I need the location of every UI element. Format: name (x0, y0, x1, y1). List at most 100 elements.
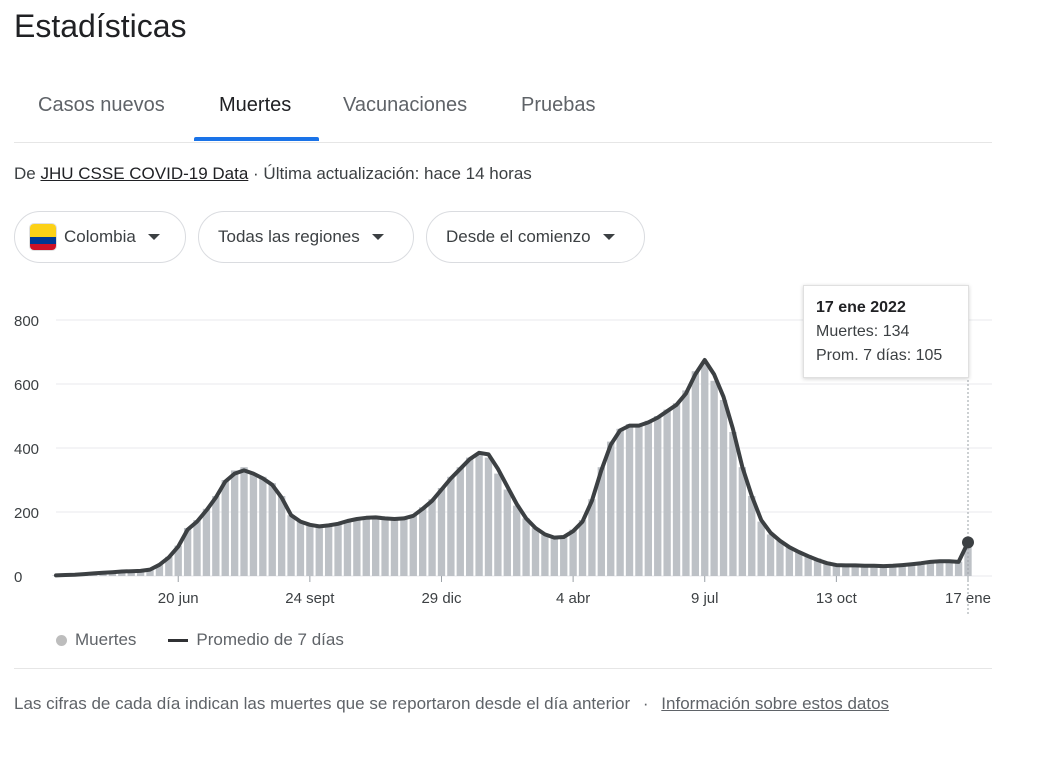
bar[interactable] (898, 564, 906, 576)
bar[interactable] (118, 571, 126, 576)
bar[interactable] (663, 409, 671, 576)
bar[interactable] (428, 499, 436, 576)
bar[interactable] (757, 521, 765, 576)
bar[interactable] (400, 518, 408, 576)
bar[interactable] (381, 518, 389, 576)
bar[interactable] (503, 489, 511, 576)
data-info-link[interactable]: Información sobre estos datos (661, 694, 890, 713)
bar[interactable] (776, 540, 784, 576)
bar[interactable] (315, 526, 323, 576)
bar[interactable] (183, 528, 192, 576)
bar[interactable] (578, 520, 587, 576)
bar[interactable] (268, 483, 276, 576)
bar[interactable] (202, 508, 211, 576)
bar[interactable] (954, 561, 963, 576)
bar[interactable] (353, 518, 361, 576)
deaths-chart[interactable]: 20 jun 24 sept 29 dic 4 abr 9 jul 13 oct 17 en… (0, 280, 1056, 625)
bar[interactable] (682, 390, 690, 576)
bar[interactable] (964, 540, 972, 576)
country-select[interactable]: Colombia (14, 211, 186, 263)
bar[interactable] (221, 480, 229, 576)
bar[interactable] (936, 560, 944, 576)
bar[interactable] (813, 558, 822, 576)
bar[interactable] (466, 457, 474, 576)
tab-muertes[interactable]: Muertes (219, 94, 292, 116)
bar[interactable] (569, 529, 577, 576)
bar[interactable] (343, 520, 352, 576)
bar[interactable] (917, 562, 925, 576)
bar[interactable] (362, 516, 370, 576)
tab-pruebas[interactable]: Pruebas (521, 94, 596, 116)
tab-casos-nuevos[interactable]: Casos nuevos (38, 94, 165, 116)
bar[interactable] (249, 473, 258, 576)
bar[interactable] (259, 476, 267, 576)
bar[interactable] (240, 467, 248, 576)
bar[interactable] (437, 488, 446, 576)
bar[interactable] (165, 556, 173, 576)
bar[interactable] (597, 467, 605, 576)
bar[interactable] (456, 467, 464, 576)
bar[interactable] (372, 516, 380, 576)
bar[interactable] (475, 452, 483, 576)
bar[interactable] (907, 563, 916, 576)
bar[interactable] (136, 570, 145, 576)
bar[interactable] (889, 565, 897, 576)
bar[interactable] (644, 420, 652, 576)
bar[interactable] (625, 424, 634, 576)
period-select[interactable]: Desde el comienzo (426, 211, 645, 263)
bar[interactable] (879, 565, 888, 576)
bar[interactable] (729, 432, 737, 576)
bar[interactable] (635, 425, 643, 576)
bar[interactable] (541, 534, 549, 576)
bar[interactable] (870, 565, 878, 576)
bar[interactable] (324, 524, 333, 576)
bar[interactable] (832, 563, 841, 576)
bar[interactable] (719, 400, 728, 576)
bar[interactable] (860, 565, 869, 576)
bar[interactable] (560, 536, 568, 576)
bar[interactable] (738, 467, 747, 576)
bar[interactable] (447, 476, 455, 576)
bar[interactable] (306, 524, 314, 576)
bar[interactable] (146, 569, 154, 576)
bar[interactable] (494, 473, 502, 576)
bar[interactable] (616, 428, 624, 576)
region-select[interactable]: Todas las regiones (198, 211, 414, 263)
bar[interactable] (672, 403, 681, 576)
bar[interactable] (691, 371, 700, 576)
bar[interactable] (851, 565, 859, 576)
bar[interactable] (795, 552, 803, 576)
bar[interactable] (513, 505, 521, 576)
bar[interactable] (174, 545, 182, 576)
bar[interactable] (334, 523, 342, 576)
bar[interactable] (531, 528, 540, 576)
bar[interactable] (522, 518, 530, 576)
bar[interactable] (823, 561, 831, 576)
bar[interactable] (419, 507, 427, 576)
bar[interactable] (710, 380, 718, 576)
bar[interactable] (287, 515, 295, 576)
bar[interactable] (701, 363, 709, 576)
bar[interactable] (484, 457, 493, 576)
bar[interactable] (607, 441, 615, 576)
bar[interactable] (766, 534, 775, 576)
bar[interactable] (296, 521, 305, 576)
bar[interactable] (193, 520, 201, 576)
bar[interactable] (230, 470, 239, 576)
bar[interactable] (277, 496, 286, 576)
tab-vacunaciones[interactable]: Vacunaciones (343, 94, 468, 116)
source-link[interactable]: JHU CSSE COVID-19 Data (40, 164, 249, 183)
bar[interactable] (550, 537, 558, 576)
bar[interactable] (926, 561, 935, 576)
bar[interactable] (785, 547, 794, 576)
bar[interactable] (804, 555, 812, 576)
bar[interactable] (842, 564, 850, 576)
bar[interactable] (409, 515, 417, 576)
bar[interactable] (588, 499, 596, 576)
bar[interactable] (390, 519, 399, 576)
bar[interactable] (654, 416, 662, 576)
bar[interactable] (155, 564, 164, 576)
bar[interactable] (212, 496, 220, 576)
bar[interactable] (945, 560, 953, 576)
bar[interactable] (748, 496, 756, 576)
